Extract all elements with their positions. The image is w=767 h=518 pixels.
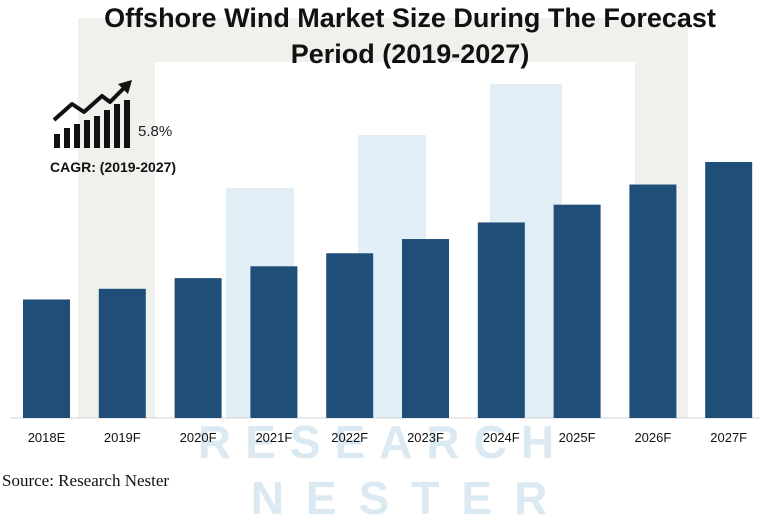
x-tick-label: 2024F xyxy=(483,430,520,445)
cagr-label: CAGR: (2019-2027) xyxy=(50,159,177,175)
bar-2024F xyxy=(477,222,525,418)
x-tick-label: 2019F xyxy=(104,430,141,445)
bar-2020F xyxy=(174,278,222,418)
x-tick-label: 2026F xyxy=(634,430,671,445)
cagr-value: 5.8% xyxy=(138,123,173,140)
source-note: Source: Research Nester xyxy=(2,471,170,490)
bar-2019F xyxy=(98,288,146,418)
x-tick-label: 2021F xyxy=(255,430,292,445)
bar-2025F xyxy=(553,204,601,418)
bar-2018E xyxy=(23,299,70,418)
x-tick-label: 2023F xyxy=(407,430,444,445)
growth-chart-icon xyxy=(52,80,132,148)
bar-2022F xyxy=(326,253,374,418)
bar-2023F xyxy=(402,239,449,418)
bar-2021F xyxy=(250,266,298,418)
x-tick-label: 2018E xyxy=(28,430,66,445)
x-tick-label: 2027F xyxy=(710,430,747,445)
x-tick-label: 2022F xyxy=(331,430,368,445)
watermark-text-1: RESEARCH xyxy=(198,416,568,468)
watermark-text-2: NESTER xyxy=(251,472,570,518)
bar-2027F xyxy=(705,162,753,418)
bar-2026F xyxy=(629,184,677,418)
x-tick-label: 2020F xyxy=(180,430,217,445)
x-tick-label: 2025F xyxy=(559,430,596,445)
chart-title-line-1: Offshore Wind Market Size During The For… xyxy=(104,3,716,33)
chart-title-line-2: Period (2019-2027) xyxy=(290,39,530,69)
